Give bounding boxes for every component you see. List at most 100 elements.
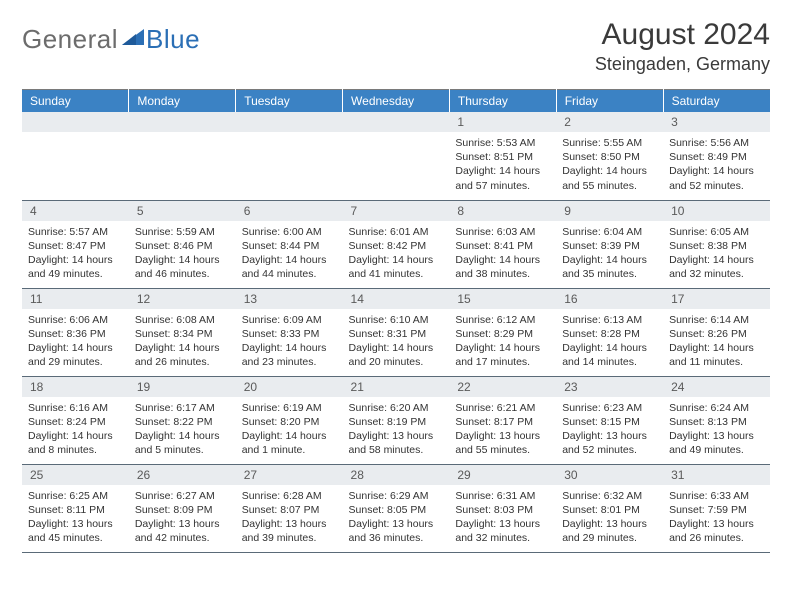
calendar-cell: 27Sunrise: 6:28 AMSunset: 8:07 PMDayligh… — [236, 464, 343, 552]
logo: General Blue — [22, 24, 200, 55]
day-data: Sunrise: 6:17 AMSunset: 8:22 PMDaylight:… — [129, 397, 236, 464]
calendar-cell — [129, 112, 236, 200]
logo-text-general: General — [22, 24, 118, 55]
calendar-cell: 18Sunrise: 6:16 AMSunset: 8:24 PMDayligh… — [22, 376, 129, 464]
calendar-cell: 19Sunrise: 6:17 AMSunset: 8:22 PMDayligh… — [129, 376, 236, 464]
calendar-cell: 2Sunrise: 5:55 AMSunset: 8:50 PMDaylight… — [556, 112, 663, 200]
day-data: Sunrise: 6:14 AMSunset: 8:26 PMDaylight:… — [663, 309, 770, 376]
calendar-cell: 14Sunrise: 6:10 AMSunset: 8:31 PMDayligh… — [343, 288, 450, 376]
day-number-empty — [236, 112, 343, 132]
header: General Blue August 2024 Steingaden, Ger… — [22, 18, 770, 75]
calendar-cell — [22, 112, 129, 200]
day-number: 8 — [449, 201, 556, 221]
day-number: 3 — [663, 112, 770, 132]
calendar-cell: 1Sunrise: 5:53 AMSunset: 8:51 PMDaylight… — [449, 112, 556, 200]
day-number: 16 — [556, 289, 663, 309]
day-data: Sunrise: 6:13 AMSunset: 8:28 PMDaylight:… — [556, 309, 663, 376]
weekday-header: Monday — [129, 90, 236, 113]
calendar-cell: 25Sunrise: 6:25 AMSunset: 8:11 PMDayligh… — [22, 464, 129, 552]
logo-mark-icon — [122, 27, 144, 52]
calendar-cell: 10Sunrise: 6:05 AMSunset: 8:38 PMDayligh… — [663, 200, 770, 288]
day-number: 28 — [343, 465, 450, 485]
day-number: 24 — [663, 377, 770, 397]
weekday-header: Thursday — [449, 90, 556, 113]
day-data: Sunrise: 6:12 AMSunset: 8:29 PMDaylight:… — [449, 309, 556, 376]
calendar-cell: 21Sunrise: 6:20 AMSunset: 8:19 PMDayligh… — [343, 376, 450, 464]
day-number: 14 — [343, 289, 450, 309]
day-data: Sunrise: 6:33 AMSunset: 7:59 PMDaylight:… — [663, 485, 770, 552]
day-number: 29 — [449, 465, 556, 485]
calendar-cell: 12Sunrise: 6:08 AMSunset: 8:34 PMDayligh… — [129, 288, 236, 376]
calendar-row: 11Sunrise: 6:06 AMSunset: 8:36 PMDayligh… — [22, 288, 770, 376]
day-number-empty — [22, 112, 129, 132]
day-number: 4 — [22, 201, 129, 221]
calendar-cell: 24Sunrise: 6:24 AMSunset: 8:13 PMDayligh… — [663, 376, 770, 464]
calendar-cell: 26Sunrise: 6:27 AMSunset: 8:09 PMDayligh… — [129, 464, 236, 552]
day-number: 26 — [129, 465, 236, 485]
day-data: Sunrise: 6:29 AMSunset: 8:05 PMDaylight:… — [343, 485, 450, 552]
day-data: Sunrise: 5:55 AMSunset: 8:50 PMDaylight:… — [556, 132, 663, 199]
weekday-header: Saturday — [663, 90, 770, 113]
calendar-table: SundayMondayTuesdayWednesdayThursdayFrid… — [22, 89, 770, 553]
calendar-row: 4Sunrise: 5:57 AMSunset: 8:47 PMDaylight… — [22, 200, 770, 288]
day-number: 15 — [449, 289, 556, 309]
calendar-cell: 13Sunrise: 6:09 AMSunset: 8:33 PMDayligh… — [236, 288, 343, 376]
day-data: Sunrise: 6:28 AMSunset: 8:07 PMDaylight:… — [236, 485, 343, 552]
calendar-cell: 7Sunrise: 6:01 AMSunset: 8:42 PMDaylight… — [343, 200, 450, 288]
calendar-cell — [236, 112, 343, 200]
calendar-cell: 22Sunrise: 6:21 AMSunset: 8:17 PMDayligh… — [449, 376, 556, 464]
calendar-cell: 11Sunrise: 6:06 AMSunset: 8:36 PMDayligh… — [22, 288, 129, 376]
day-data: Sunrise: 6:09 AMSunset: 8:33 PMDaylight:… — [236, 309, 343, 376]
day-number: 22 — [449, 377, 556, 397]
calendar-cell: 28Sunrise: 6:29 AMSunset: 8:05 PMDayligh… — [343, 464, 450, 552]
day-data: Sunrise: 5:57 AMSunset: 8:47 PMDaylight:… — [22, 221, 129, 288]
day-data: Sunrise: 6:16 AMSunset: 8:24 PMDaylight:… — [22, 397, 129, 464]
day-data: Sunrise: 6:24 AMSunset: 8:13 PMDaylight:… — [663, 397, 770, 464]
calendar-cell: 29Sunrise: 6:31 AMSunset: 8:03 PMDayligh… — [449, 464, 556, 552]
day-number: 18 — [22, 377, 129, 397]
day-data: Sunrise: 6:23 AMSunset: 8:15 PMDaylight:… — [556, 397, 663, 464]
day-data: Sunrise: 6:03 AMSunset: 8:41 PMDaylight:… — [449, 221, 556, 288]
day-data: Sunrise: 6:25 AMSunset: 8:11 PMDaylight:… — [22, 485, 129, 552]
day-number: 23 — [556, 377, 663, 397]
day-number-empty — [343, 112, 450, 132]
day-data: Sunrise: 6:21 AMSunset: 8:17 PMDaylight:… — [449, 397, 556, 464]
calendar-cell: 4Sunrise: 5:57 AMSunset: 8:47 PMDaylight… — [22, 200, 129, 288]
day-data: Sunrise: 6:00 AMSunset: 8:44 PMDaylight:… — [236, 221, 343, 288]
calendar-cell: 9Sunrise: 6:04 AMSunset: 8:39 PMDaylight… — [556, 200, 663, 288]
day-data: Sunrise: 6:32 AMSunset: 8:01 PMDaylight:… — [556, 485, 663, 552]
day-number: 19 — [129, 377, 236, 397]
day-number: 6 — [236, 201, 343, 221]
calendar-cell: 8Sunrise: 6:03 AMSunset: 8:41 PMDaylight… — [449, 200, 556, 288]
calendar-row: 18Sunrise: 6:16 AMSunset: 8:24 PMDayligh… — [22, 376, 770, 464]
day-number: 13 — [236, 289, 343, 309]
day-number: 17 — [663, 289, 770, 309]
day-data: Sunrise: 6:04 AMSunset: 8:39 PMDaylight:… — [556, 221, 663, 288]
day-data: Sunrise: 5:53 AMSunset: 8:51 PMDaylight:… — [449, 132, 556, 199]
weekday-header: Tuesday — [236, 90, 343, 113]
day-data: Sunrise: 6:05 AMSunset: 8:38 PMDaylight:… — [663, 221, 770, 288]
calendar-row: 25Sunrise: 6:25 AMSunset: 8:11 PMDayligh… — [22, 464, 770, 552]
day-number: 1 — [449, 112, 556, 132]
title-block: August 2024 Steingaden, Germany — [595, 18, 770, 75]
calendar-cell: 31Sunrise: 6:33 AMSunset: 7:59 PMDayligh… — [663, 464, 770, 552]
day-number: 31 — [663, 465, 770, 485]
calendar-cell: 23Sunrise: 6:23 AMSunset: 8:15 PMDayligh… — [556, 376, 663, 464]
day-number: 30 — [556, 465, 663, 485]
day-number: 11 — [22, 289, 129, 309]
weekday-header: Sunday — [22, 90, 129, 113]
day-number: 25 — [22, 465, 129, 485]
day-data: Sunrise: 6:08 AMSunset: 8:34 PMDaylight:… — [129, 309, 236, 376]
day-number-empty — [129, 112, 236, 132]
day-number: 27 — [236, 465, 343, 485]
day-data: Sunrise: 5:59 AMSunset: 8:46 PMDaylight:… — [129, 221, 236, 288]
calendar-cell: 3Sunrise: 5:56 AMSunset: 8:49 PMDaylight… — [663, 112, 770, 200]
calendar-cell: 17Sunrise: 6:14 AMSunset: 8:26 PMDayligh… — [663, 288, 770, 376]
calendar-cell: 30Sunrise: 6:32 AMSunset: 8:01 PMDayligh… — [556, 464, 663, 552]
weekday-header: Wednesday — [343, 90, 450, 113]
day-number: 20 — [236, 377, 343, 397]
day-data: Sunrise: 6:10 AMSunset: 8:31 PMDaylight:… — [343, 309, 450, 376]
location: Steingaden, Germany — [595, 54, 770, 75]
day-data: Sunrise: 6:27 AMSunset: 8:09 PMDaylight:… — [129, 485, 236, 552]
day-number: 2 — [556, 112, 663, 132]
